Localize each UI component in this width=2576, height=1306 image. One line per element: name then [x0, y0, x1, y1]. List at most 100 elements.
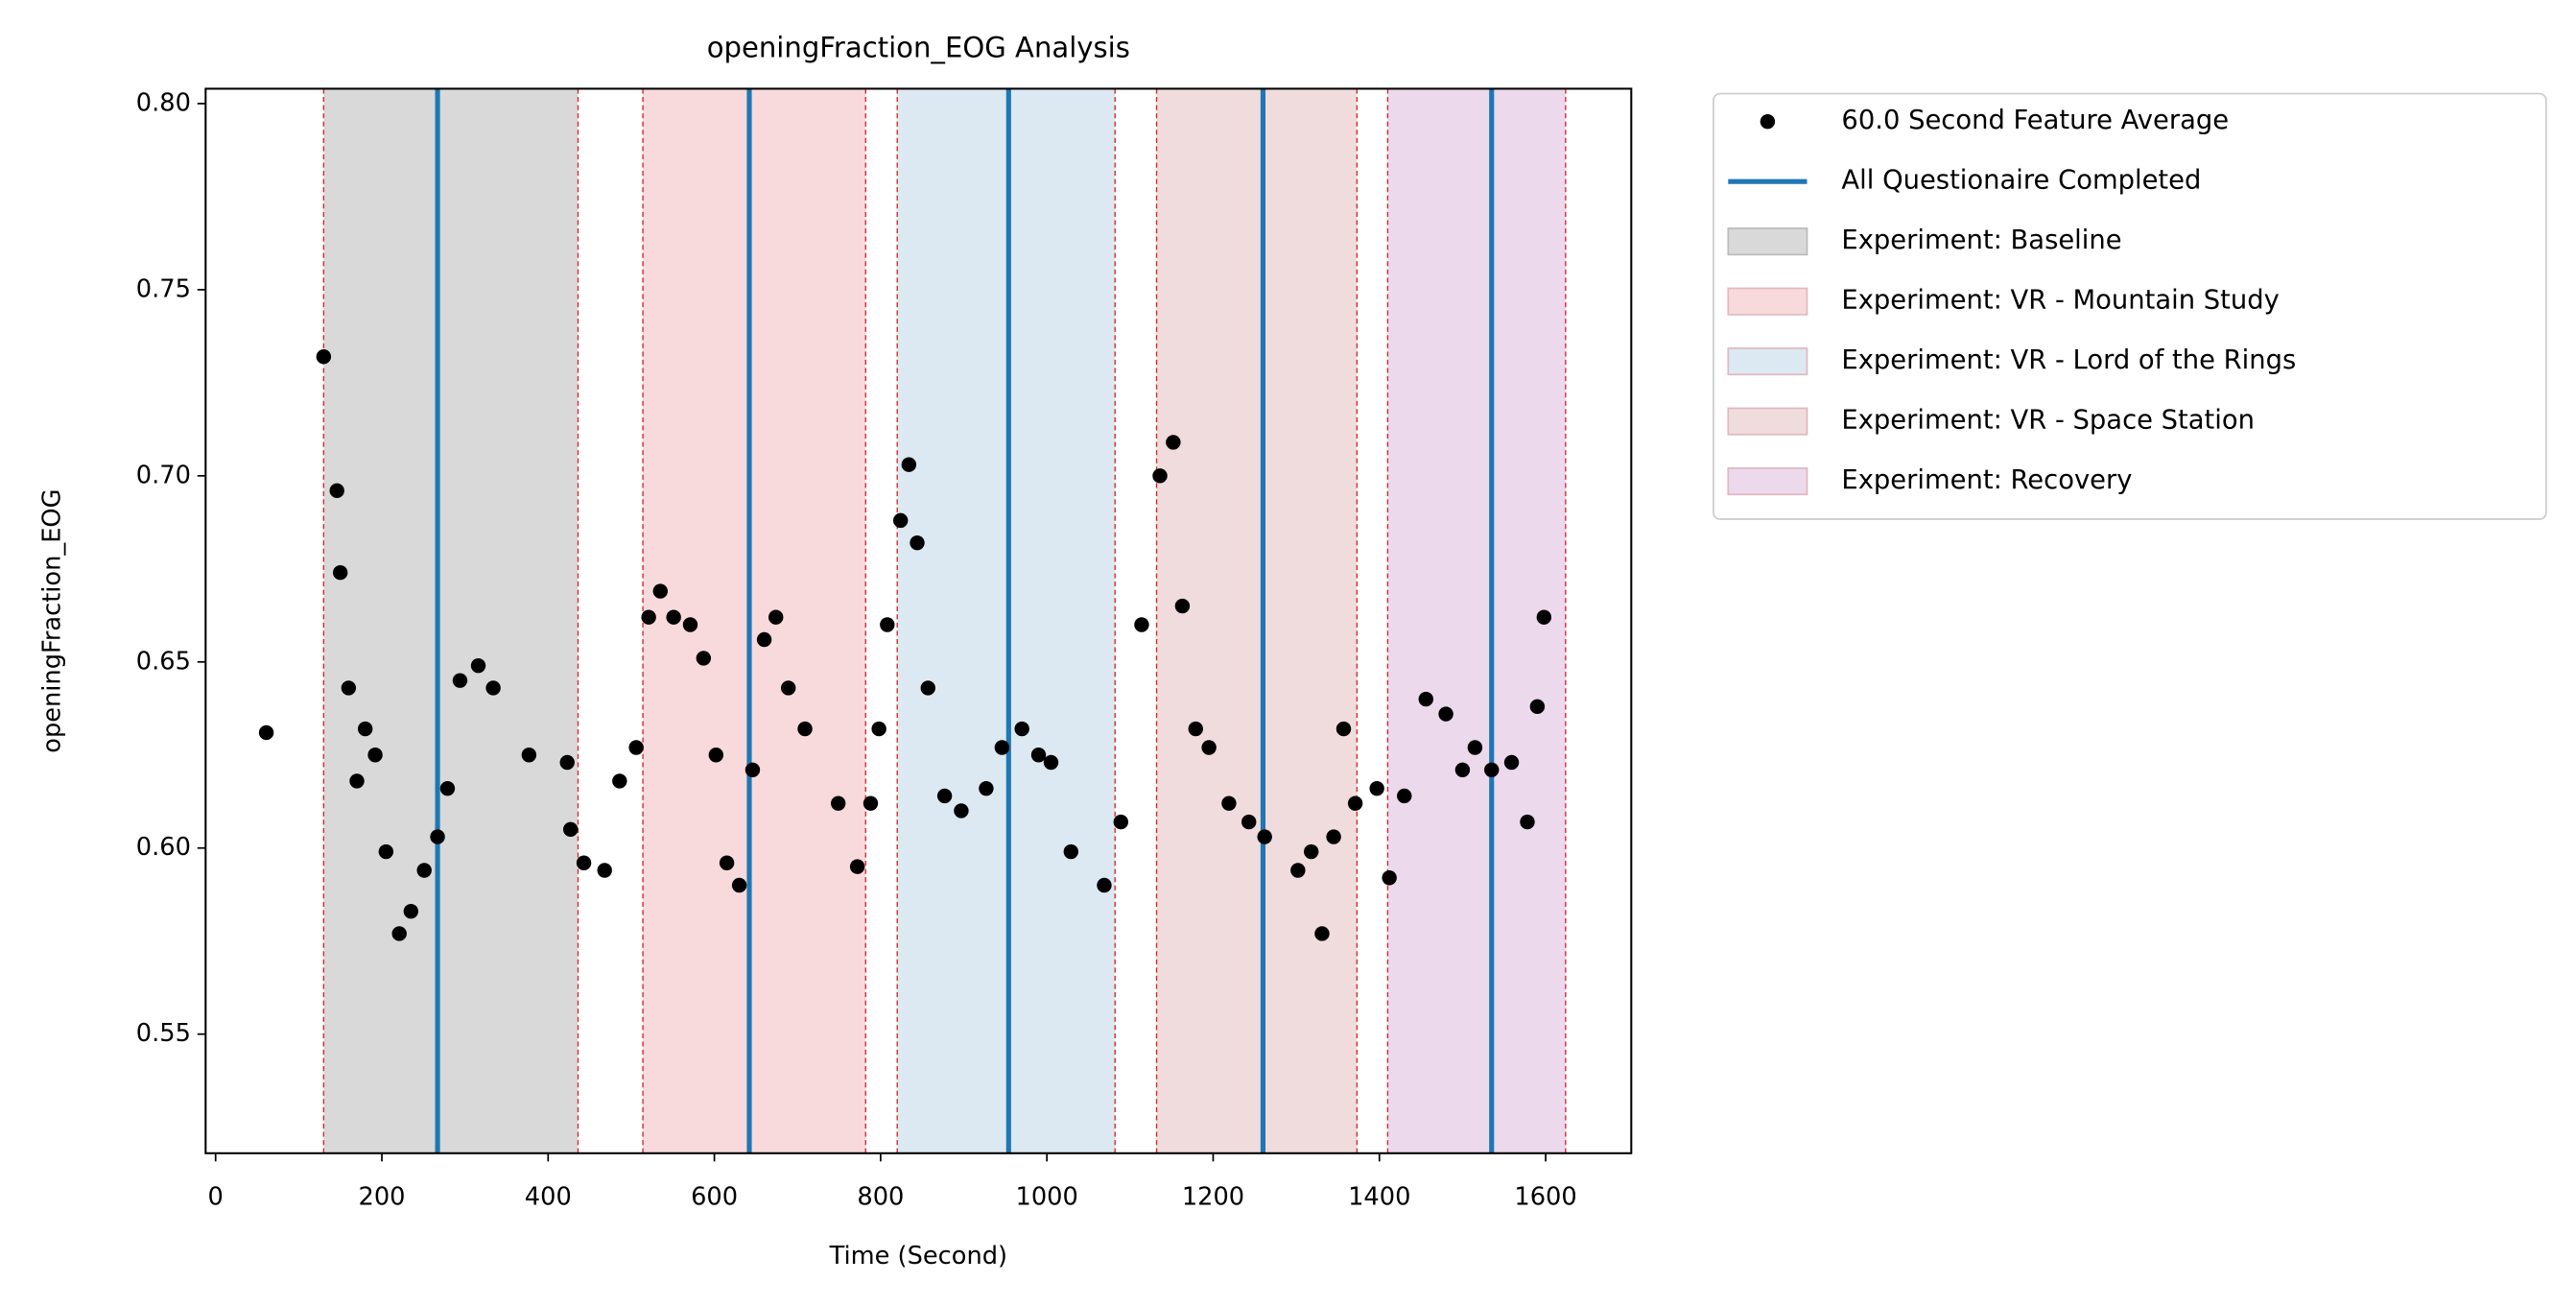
data-point — [994, 740, 1010, 755]
legend-marker — [1760, 113, 1776, 130]
data-point — [1201, 740, 1217, 755]
data-point — [1418, 691, 1433, 707]
region — [1156, 88, 1358, 1153]
data-point — [892, 512, 909, 529]
data-point — [562, 821, 579, 838]
data-point — [1529, 699, 1546, 715]
legend-label: 60.0 Second Feature Average — [1841, 106, 2229, 135]
data-point — [1097, 877, 1112, 893]
legend-label: All Questionaire Completed — [1841, 166, 2201, 196]
x-tick-label: 1600 — [1514, 1183, 1576, 1212]
data-point — [1241, 814, 1257, 830]
data-point — [628, 740, 644, 755]
data-point — [485, 680, 501, 696]
data-point — [696, 651, 712, 666]
data-point — [357, 721, 373, 737]
data-point — [863, 795, 879, 811]
data-point — [349, 773, 365, 789]
data-point — [1063, 843, 1079, 860]
x-tick-label: 200 — [359, 1183, 406, 1212]
data-point — [744, 762, 761, 777]
data-point — [756, 631, 772, 648]
data-point — [416, 863, 432, 878]
x-tick-label: 1200 — [1182, 1183, 1244, 1212]
legend-label: Experiment: Baseline — [1841, 226, 2121, 255]
legend-label: Experiment: VR - Mountain Study — [1841, 286, 2279, 316]
data-point — [849, 859, 865, 874]
data-point — [470, 657, 486, 674]
data-point — [682, 617, 698, 632]
legend-label: Experiment: VR - Space Station — [1841, 406, 2255, 436]
region — [897, 88, 1116, 1153]
data-point — [403, 903, 419, 919]
data-point — [1536, 609, 1552, 625]
data-point — [1369, 780, 1384, 796]
legend-swatch — [1727, 407, 1808, 436]
data-point — [452, 673, 468, 688]
data-point — [341, 680, 357, 696]
data-point — [576, 855, 592, 870]
data-point — [1166, 435, 1181, 450]
data-point — [430, 829, 445, 844]
data-point — [367, 748, 383, 763]
data-point — [954, 803, 969, 819]
data-point — [719, 855, 735, 870]
data-point — [1397, 788, 1412, 804]
data-point — [378, 843, 394, 860]
data-point — [332, 564, 348, 581]
data-point — [1014, 721, 1029, 737]
data-point — [1347, 795, 1363, 811]
data-point — [1314, 926, 1330, 941]
legend-swatch — [1727, 347, 1808, 376]
data-point — [1382, 870, 1397, 886]
y-tick-label: 0.60 — [136, 833, 191, 862]
data-point — [1304, 843, 1319, 860]
data-point — [979, 780, 994, 796]
data-point — [920, 680, 935, 696]
y-axis-label: openingFraction_EOG — [38, 488, 67, 752]
region — [323, 88, 579, 1153]
data-point — [1467, 740, 1483, 755]
data-point — [559, 754, 575, 771]
data-point — [1113, 814, 1128, 830]
region — [1387, 88, 1566, 1153]
data-point — [641, 609, 656, 625]
data-point — [1520, 814, 1535, 830]
legend-swatch — [1727, 287, 1808, 316]
x-tick-label: 400 — [525, 1183, 572, 1212]
data-point — [708, 748, 724, 763]
data-point — [1257, 829, 1272, 844]
data-point — [1438, 706, 1453, 722]
data-point — [391, 926, 407, 941]
data-point — [768, 609, 784, 625]
legend-swatch — [1727, 467, 1808, 496]
data-point — [731, 877, 747, 893]
legend-label: Experiment: Recovery — [1841, 465, 2132, 495]
data-point — [1503, 754, 1520, 771]
data-point — [1335, 721, 1352, 737]
y-tick-label: 0.65 — [136, 647, 191, 676]
data-point — [1030, 748, 1047, 763]
x-tick-label: 1000 — [1016, 1183, 1078, 1212]
x-tick-label: 0 — [208, 1183, 224, 1212]
data-point — [329, 483, 344, 499]
data-point — [1043, 754, 1059, 771]
y-tick-label: 0.70 — [136, 461, 191, 489]
data-point — [258, 724, 274, 741]
data-point — [1484, 762, 1500, 777]
data-point — [1221, 795, 1237, 811]
data-point — [316, 349, 332, 365]
data-point — [910, 534, 925, 551]
x-axis-label: Time (Second) — [829, 1242, 1007, 1270]
data-point — [439, 780, 456, 796]
data-point — [1188, 721, 1203, 737]
data-point — [1174, 598, 1191, 614]
x-tick-label: 1400 — [1348, 1183, 1410, 1212]
x-tick-label: 600 — [691, 1183, 738, 1212]
data-point — [521, 748, 537, 763]
y-tick-label: 0.80 — [136, 88, 191, 117]
plot-frame — [204, 87, 1633, 1154]
legend-box — [1713, 92, 2547, 520]
